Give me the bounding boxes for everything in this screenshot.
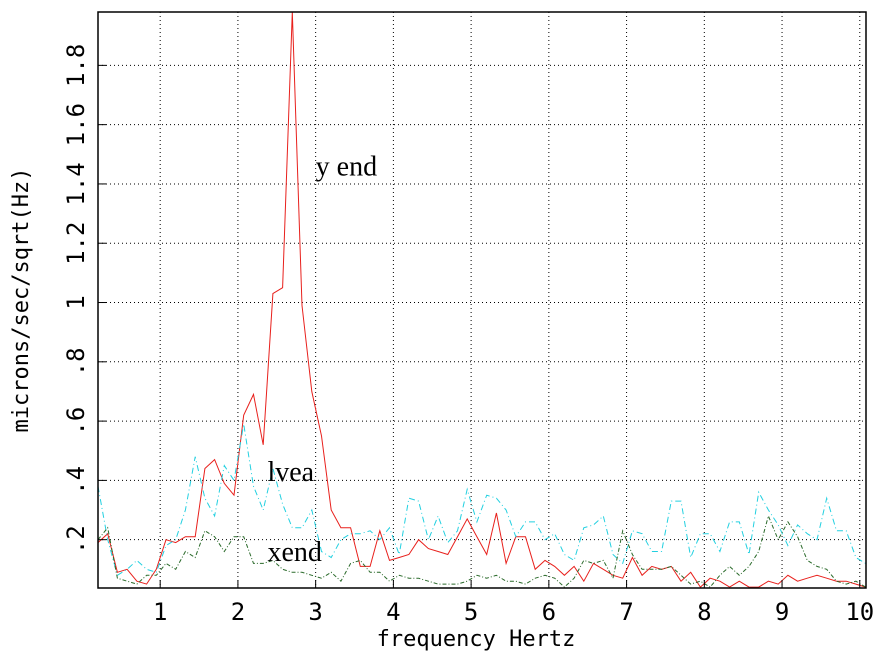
y-tick-label: .8 xyxy=(62,347,90,376)
series-annotation: y end xyxy=(316,152,377,183)
x-axis-label: frequency Hertz xyxy=(377,627,576,652)
x-tick-label: 3 xyxy=(308,598,322,626)
x-tick-label: 10 xyxy=(845,598,874,626)
grid xyxy=(98,12,866,588)
x-tick-label: 1 xyxy=(153,598,167,626)
x-tick-label: 6 xyxy=(542,598,556,626)
y-tick-label: .6 xyxy=(62,407,90,436)
x-tick-label: 7 xyxy=(619,598,633,626)
x-tick-label: 8 xyxy=(697,598,711,626)
y-tick-label: .2 xyxy=(62,525,90,554)
y-tick-label: 1.8 xyxy=(62,44,90,87)
series-annotation: lvea xyxy=(267,457,314,488)
y-tick-label: 1.2 xyxy=(62,222,90,265)
plot-frame xyxy=(97,11,867,589)
series-line xyxy=(98,514,866,588)
y-axis-label: microns/sec/sqrt(Hz) xyxy=(9,168,34,433)
x-tick-label: 9 xyxy=(775,598,789,626)
y-tick-label: 1.6 xyxy=(62,103,90,146)
series-annotation: xend xyxy=(267,537,321,568)
series-line xyxy=(98,424,866,577)
x-tick-label: 2 xyxy=(231,598,245,626)
x-tick-label: 5 xyxy=(464,598,478,626)
series-line xyxy=(98,12,866,588)
plot-lines xyxy=(98,12,866,588)
y-tick-label: 1.4 xyxy=(62,162,90,205)
x-tick-label: 4 xyxy=(386,598,400,626)
y-tick-label: .4 xyxy=(62,466,90,495)
y-tick-label: 1 xyxy=(62,295,90,309)
